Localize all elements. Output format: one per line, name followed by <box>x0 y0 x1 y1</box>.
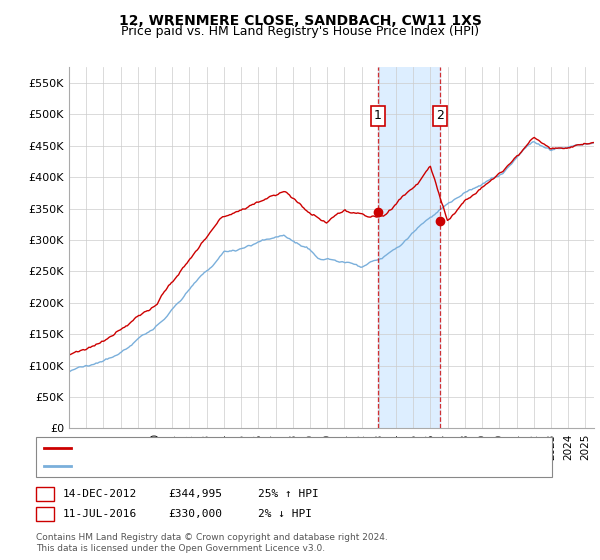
Text: £330,000: £330,000 <box>168 509 222 519</box>
Text: 25% ↑ HPI: 25% ↑ HPI <box>258 489 319 499</box>
Text: 2: 2 <box>41 509 49 519</box>
Text: 11-JUL-2016: 11-JUL-2016 <box>63 509 137 519</box>
Text: 2: 2 <box>436 109 443 123</box>
Text: 2% ↓ HPI: 2% ↓ HPI <box>258 509 312 519</box>
Text: Contains HM Land Registry data © Crown copyright and database right 2024.
This d: Contains HM Land Registry data © Crown c… <box>36 533 388 553</box>
Text: 14-DEC-2012: 14-DEC-2012 <box>63 489 137 499</box>
Text: HPI: Average price, detached house, Cheshire East: HPI: Average price, detached house, Ches… <box>75 461 381 471</box>
Text: 1: 1 <box>374 109 382 123</box>
Text: 1: 1 <box>41 489 49 499</box>
Bar <box>378 67 440 428</box>
Text: Price paid vs. HM Land Registry's House Price Index (HPI): Price paid vs. HM Land Registry's House … <box>121 25 479 38</box>
Text: £344,995: £344,995 <box>168 489 222 499</box>
Text: 12, WRENMERE CLOSE, SANDBACH, CW11 1XS: 12, WRENMERE CLOSE, SANDBACH, CW11 1XS <box>119 14 481 28</box>
Text: 12, WRENMERE CLOSE, SANDBACH, CW11 1XS (detached house): 12, WRENMERE CLOSE, SANDBACH, CW11 1XS (… <box>75 443 419 452</box>
